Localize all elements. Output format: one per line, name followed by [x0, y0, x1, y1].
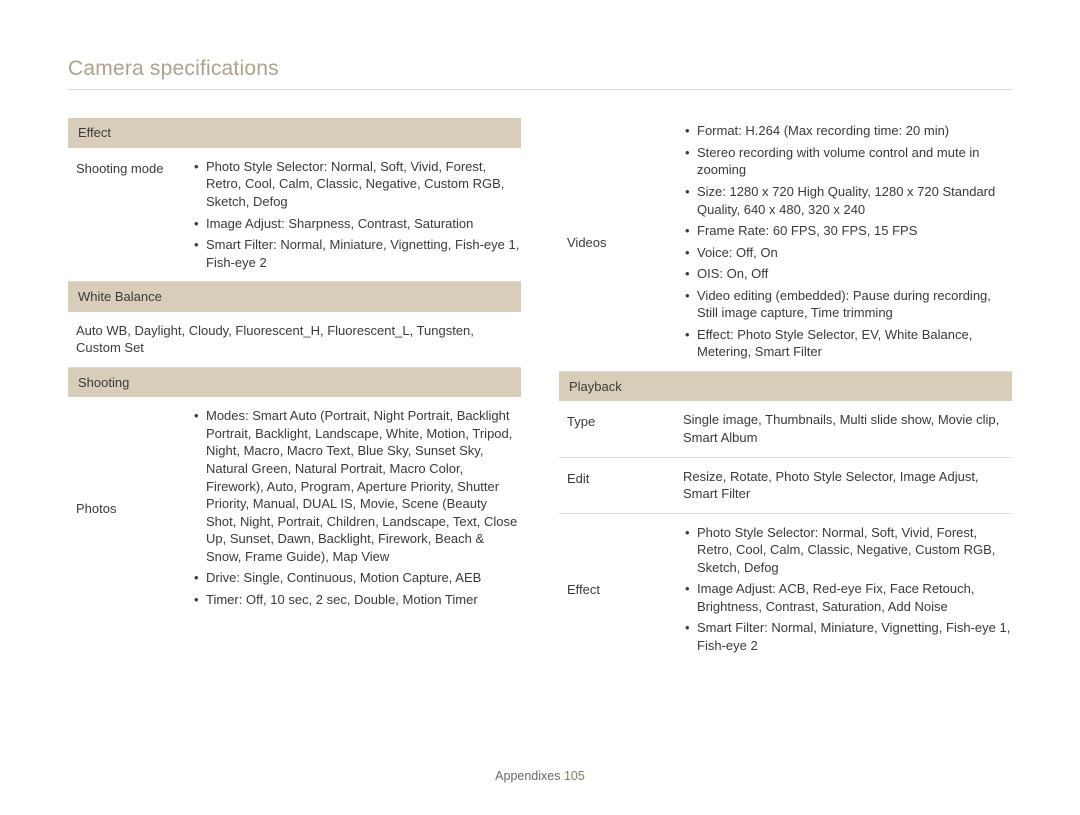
list-item: Drive: Single, Continuous, Motion Captur…: [192, 569, 521, 587]
row-playback-edit: Edit Resize, Rotate, Photo Style Selecto…: [559, 458, 1012, 514]
row-wb-text: Auto WB, Daylight, Cloudy, Fluorescent_H…: [68, 312, 521, 368]
list-item: Image Adjust: ACB, Red-eye Fix, Face Ret…: [683, 580, 1012, 615]
left-column: Effect Shooting mode Photo Style Selecto…: [68, 118, 521, 664]
right-column: Videos Format: H.264 (Max recording time…: [559, 118, 1012, 664]
list-item: Photo Style Selector: Normal, Soft, Vivi…: [192, 158, 521, 211]
page-footer: Appendixes 105: [0, 768, 1080, 785]
title-rule: [68, 89, 1012, 90]
section-header-effect: Effect: [68, 118, 521, 148]
row-label: Photos: [72, 498, 192, 518]
row-body: Photo Style Selector: Normal, Soft, Vivi…: [683, 524, 1012, 655]
list-item: Format: H.264 (Max recording time: 20 mi…: [683, 122, 1012, 140]
list-item: Stereo recording with volume control and…: [683, 144, 1012, 179]
row-label: Edit: [563, 468, 683, 503]
list-item: Modes: Smart Auto (Portrait, Night Portr…: [192, 407, 521, 565]
section-header-shooting: Shooting: [68, 368, 521, 398]
list-item: Photo Style Selector: Normal, Soft, Vivi…: [683, 524, 1012, 577]
row-playback-effect: Effect Photo Style Selector: Normal, Sof…: [559, 514, 1012, 665]
list-item: OIS: On, Off: [683, 265, 1012, 283]
list-item: Timer: Off, 10 sec, 2 sec, Double, Motio…: [192, 591, 521, 609]
row-label: Type: [563, 411, 683, 446]
list-item: Image Adjust: Sharpness, Contrast, Satur…: [192, 215, 521, 233]
list-item: Effect: Photo Style Selector, EV, White …: [683, 326, 1012, 361]
list-item: Smart Filter: Normal, Miniature, Vignett…: [192, 236, 521, 271]
list-item: Video editing (embedded): Pause during r…: [683, 287, 1012, 322]
section-header-playback: Playback: [559, 372, 1012, 402]
row-videos: Videos Format: H.264 (Max recording time…: [559, 118, 1012, 372]
list-item: Smart Filter: Normal, Miniature, Vignett…: [683, 619, 1012, 654]
row-photos: Photos Modes: Smart Auto (Portrait, Nigh…: [68, 397, 521, 618]
list-item: Frame Rate: 60 FPS, 30 FPS, 15 FPS: [683, 222, 1012, 240]
content-columns: Effect Shooting mode Photo Style Selecto…: [68, 118, 1012, 664]
footer-label: Appendixes: [495, 769, 560, 783]
footer-page-number: 105: [564, 769, 585, 783]
row-body: Photo Style Selector: Normal, Soft, Vivi…: [192, 158, 521, 271]
row-label: Shooting mode: [72, 158, 192, 271]
list-item: Voice: Off, On: [683, 244, 1012, 262]
row-body: Modes: Smart Auto (Portrait, Night Portr…: [192, 407, 521, 608]
row-label: Effect: [563, 579, 683, 599]
row-body: Single image, Thumbnails, Multi slide sh…: [683, 411, 1012, 446]
row-body: Resize, Rotate, Photo Style Selector, Im…: [683, 468, 1012, 503]
row-body: Format: H.264 (Max recording time: 20 mi…: [683, 122, 1012, 361]
row-label: Videos: [563, 232, 683, 252]
row-playback-type: Type Single image, Thumbnails, Multi sli…: [559, 401, 1012, 457]
list-item: Size: 1280 x 720 High Quality, 1280 x 72…: [683, 183, 1012, 218]
page-title: Camera specifications: [68, 55, 1012, 83]
row-shooting-mode: Shooting mode Photo Style Selector: Norm…: [68, 148, 521, 282]
section-header-wb: White Balance: [68, 282, 521, 312]
